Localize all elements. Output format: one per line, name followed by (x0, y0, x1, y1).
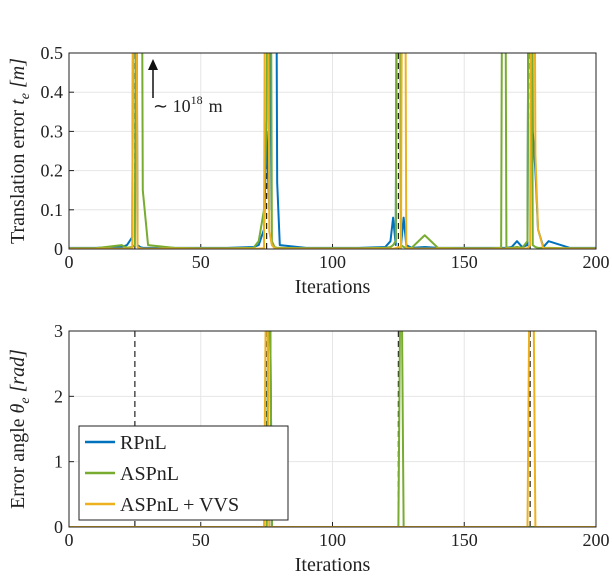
y-tick-label: 0 (54, 239, 63, 259)
x-axis-label: Iterations (295, 276, 371, 298)
annotation-text: ∼ 10 (153, 96, 191, 116)
y-tick-label: 0.4 (41, 82, 64, 102)
y-tick-label: 0.2 (41, 161, 64, 181)
series-line (69, 53, 596, 249)
y-tick-label: 0.3 (41, 121, 64, 141)
axes: 0 50 100 150 200 0 1 2 3 Iterations Error angle θe [… (7, 321, 610, 576)
legend-label: ASPnL (120, 463, 179, 485)
arrow-head (148, 59, 158, 70)
legend-label: RPnL (120, 432, 167, 454)
label-subscript: e (18, 397, 33, 403)
x-tick-label: 0 (65, 530, 74, 550)
annotation: ∼ 1018 m (153, 93, 223, 116)
x-tick-label: 100 (319, 530, 346, 550)
y-tick-label: 0 (54, 517, 63, 537)
y-axis-label: Translation error te [m] (7, 58, 33, 244)
label-text: Error angle (7, 418, 29, 509)
x-tick-label: 100 (319, 252, 346, 272)
x-tick-label: 0 (65, 252, 74, 272)
axes-frame (68, 330, 597, 528)
y-axis-label: Error angle θe [rad] (7, 349, 33, 509)
axes-frame (68, 52, 597, 250)
x-axis-label: Iterations (295, 554, 371, 576)
label-unit: [rad] (7, 349, 29, 392)
annotation-unit: m (209, 96, 223, 116)
x-tick-label: 50 (192, 530, 210, 550)
y-tick-label: 0.1 (41, 200, 64, 220)
y-tick-label: 2 (54, 386, 63, 406)
label-symbol: t (7, 99, 29, 105)
label-unit: [m] (7, 58, 29, 88)
y-tick-label: 0.5 (41, 43, 64, 63)
x-tick-label: 200 (583, 530, 610, 550)
y-tick-label: 3 (54, 321, 63, 341)
y-tick-label: 1 (54, 452, 63, 472)
label-symbol: θ (7, 403, 29, 413)
x-tick-label: 50 (192, 252, 210, 272)
legend: RPnL ASPnL ASPnL + VVS (78, 425, 289, 521)
label-text: Translation error (7, 109, 29, 244)
annotation-sup: 18 (191, 93, 203, 107)
x-tick-label: 150 (451, 530, 478, 550)
x-tick-label: 150 (451, 252, 478, 272)
x-tick-label: 200 (583, 252, 610, 272)
label-subscript: e (18, 93, 33, 99)
axes: 0 50 100 150 200 0 0.1 0.2 0.3 0.4 0.5 Iterations Tr… (7, 43, 610, 298)
legend-label: ASPnL + VVS (120, 494, 239, 516)
